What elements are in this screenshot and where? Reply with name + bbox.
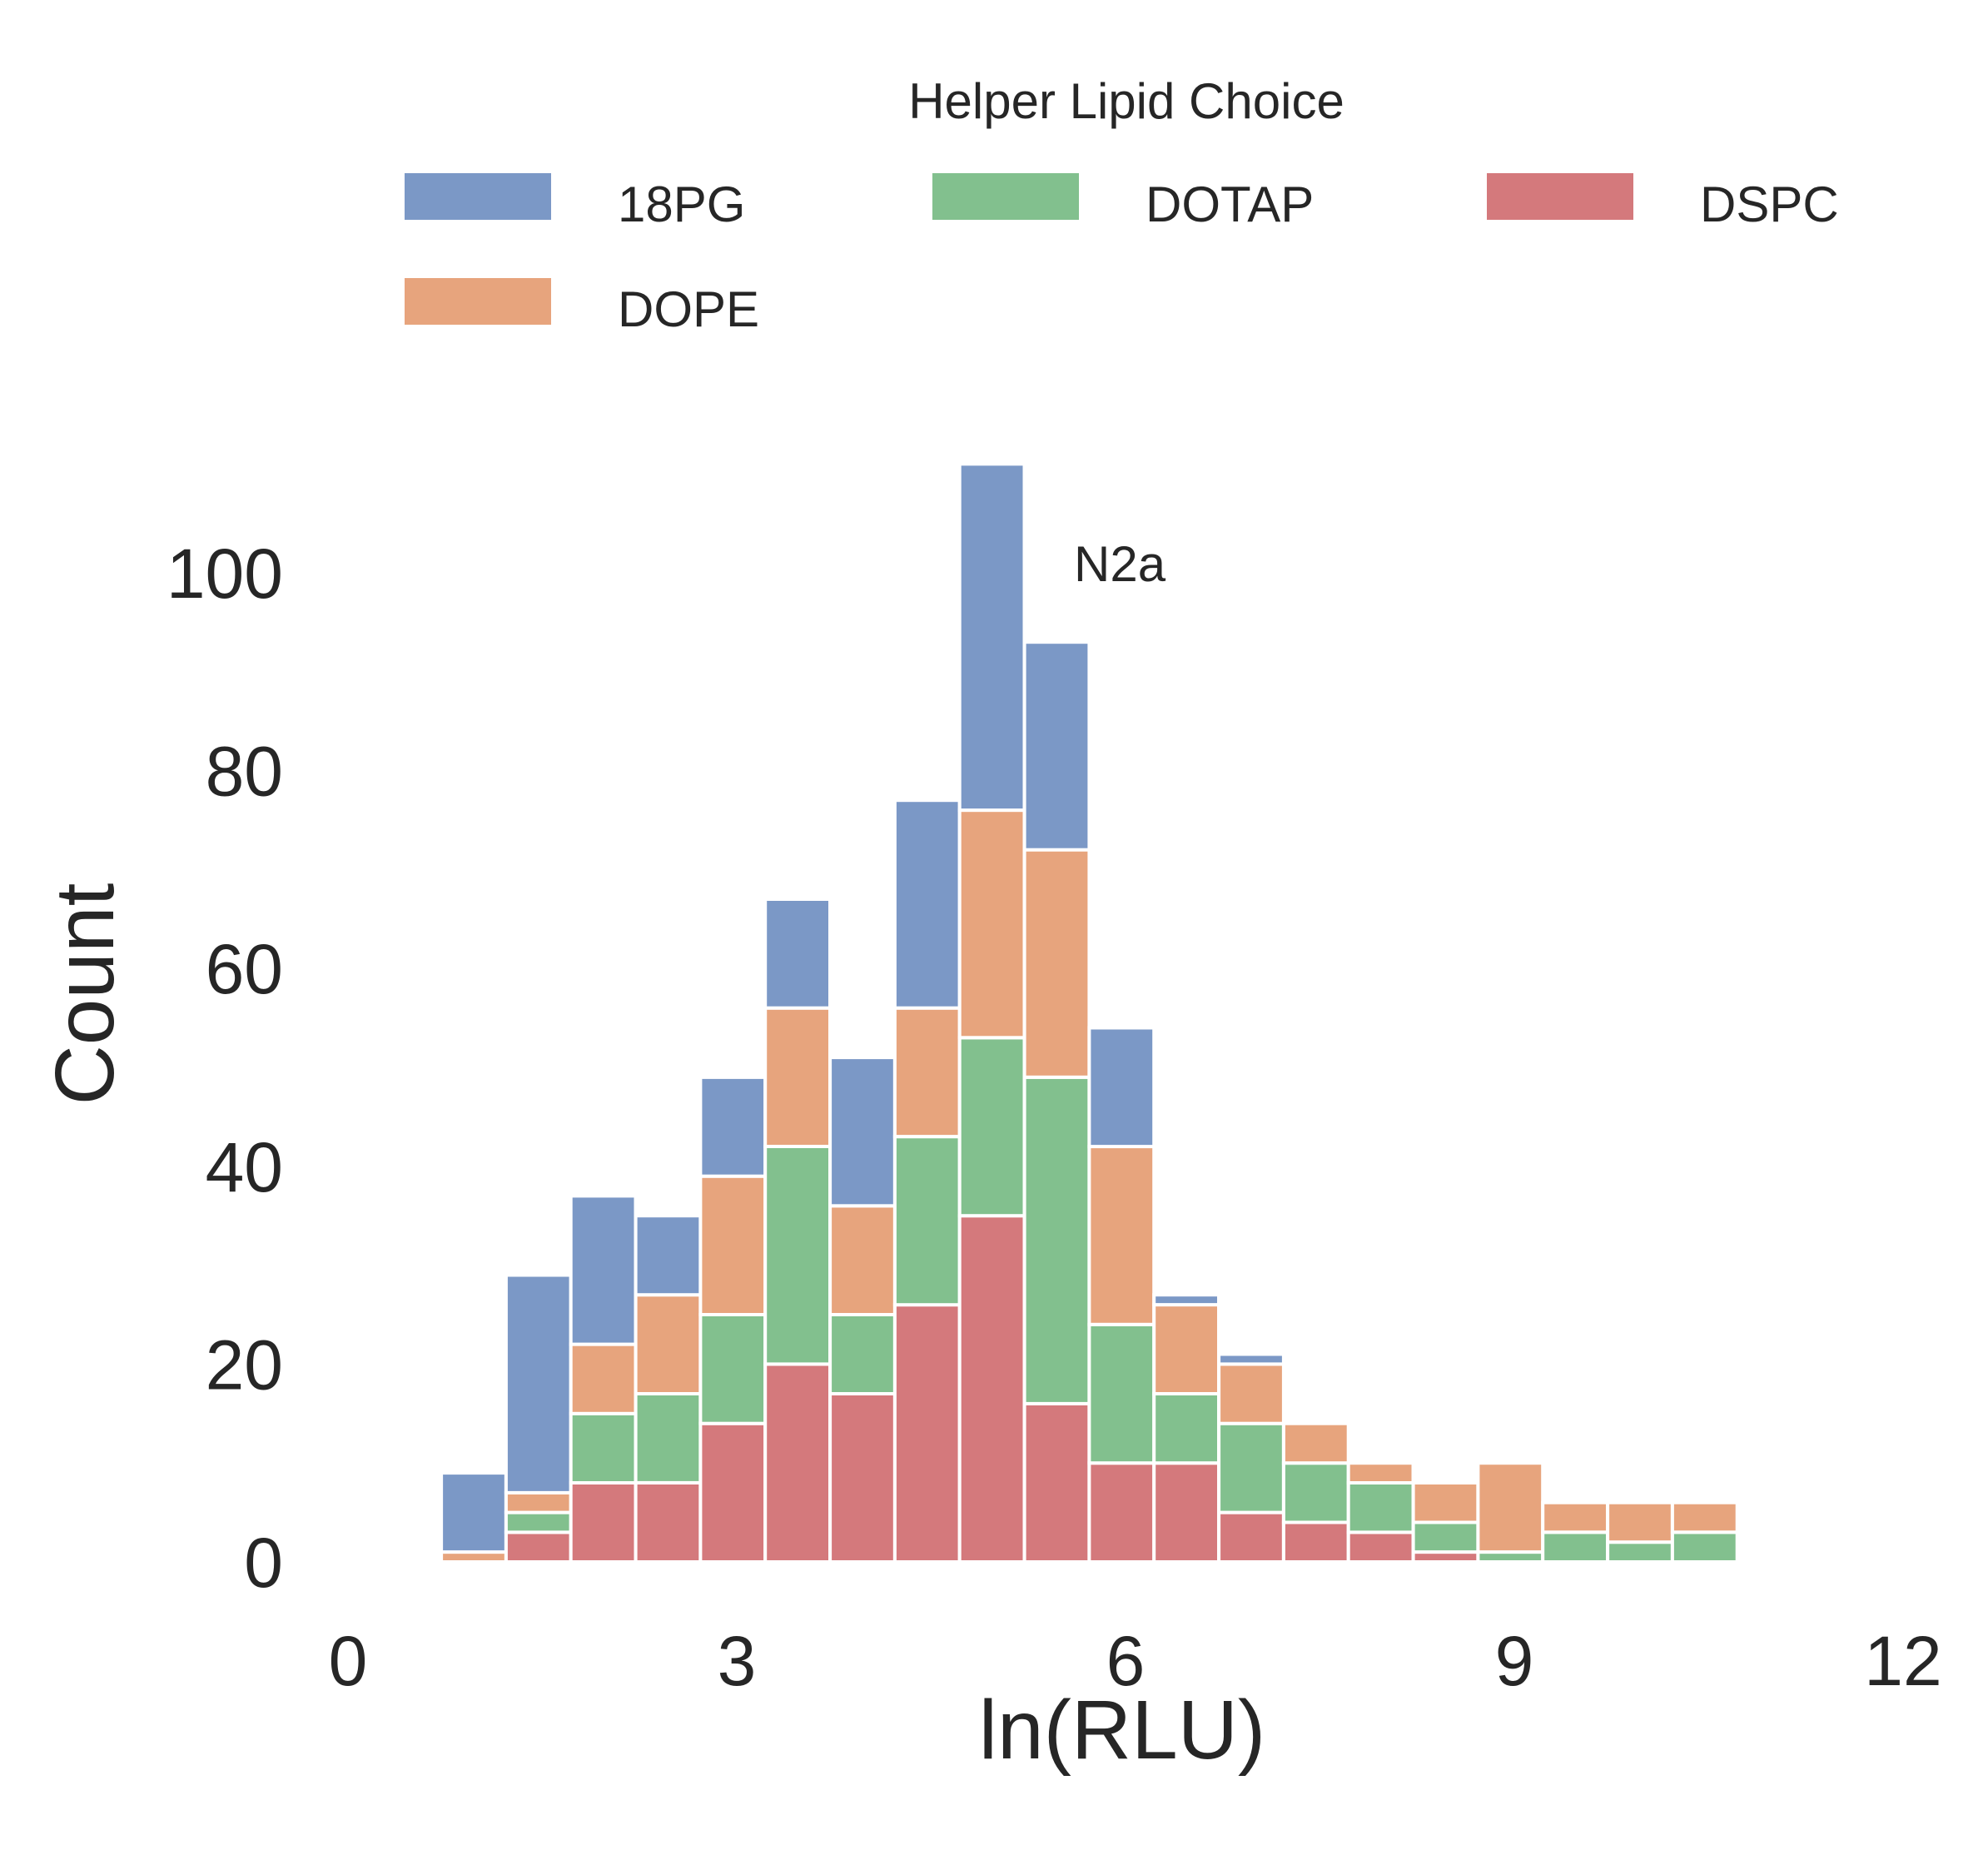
legend-swatch-dspc: [1487, 173, 1633, 220]
legend-swatch-dotap: [932, 173, 1079, 220]
panel-annotation: N2a: [1074, 536, 1166, 592]
bar-dotap-bin-8: [957, 1036, 1026, 1218]
legend-swatch-dope: [405, 278, 551, 325]
legend-label-dspc: DSPC: [1700, 177, 1839, 232]
bar-dspc-bin-8: [957, 1214, 1026, 1564]
bar-18pg-bin-0: [440, 1471, 508, 1554]
bar-dspc-bin-13: [1281, 1520, 1350, 1564]
bar-dope-bin-6: [828, 1204, 897, 1317]
bar-dope-bin-2: [569, 1342, 638, 1415]
bar-18pg-bin-5: [763, 898, 832, 1010]
bar-18pg-bin-2: [569, 1194, 638, 1346]
bar-dope-bin-11: [1152, 1303, 1220, 1395]
y-tick-label: 60: [206, 930, 283, 1008]
bar-dope-bin-13: [1281, 1421, 1350, 1465]
bar-dotap-bin-11: [1152, 1392, 1220, 1465]
bar-dope-bin-3: [634, 1293, 703, 1395]
bar-dope-bin-17: [1541, 1500, 1609, 1534]
bar-dspc-bin-3: [634, 1481, 703, 1564]
bar-dspc-bin-6: [828, 1392, 897, 1564]
bar-dspc-bin-12: [1217, 1510, 1285, 1564]
bar-dspc-bin-1: [504, 1530, 573, 1564]
bar-18pg-bin-8: [957, 462, 1026, 813]
bar-18pg-bin-1: [504, 1273, 573, 1494]
bar-dotap-bin-14: [1346, 1481, 1415, 1534]
bar-18pg-bin-6: [828, 1056, 897, 1208]
bar-dotap-bin-5: [763, 1145, 832, 1366]
bar-dspc-bin-9: [1022, 1401, 1091, 1564]
bar-dotap-bin-17: [1541, 1530, 1609, 1564]
y-tick-label: 100: [166, 535, 283, 613]
y-axis-label: Count: [38, 883, 132, 1105]
legend-swatch-18pg: [405, 173, 551, 220]
x-tick-label: 9: [1495, 1622, 1534, 1700]
bar-dope-bin-10: [1087, 1145, 1156, 1326]
legend-title: Helper Lipid Choice: [908, 73, 1344, 129]
bar-dotap-bin-4: [698, 1313, 768, 1425]
bar-dspc-bin-10: [1087, 1461, 1156, 1564]
legend-label-18pg: 18PG: [618, 177, 745, 232]
bar-dspc-bin-7: [892, 1303, 962, 1564]
bar-dope-bin-18: [1606, 1500, 1674, 1544]
bar-dotap-bin-18: [1606, 1540, 1674, 1564]
bar-dotap-bin-1: [504, 1510, 573, 1534]
bar-dotap-bin-3: [634, 1392, 703, 1484]
bar-dotap-bin-7: [892, 1135, 962, 1307]
bar-dotap-bin-10: [1087, 1322, 1156, 1465]
bar-dotap-bin-12: [1217, 1421, 1285, 1514]
bar-18pg-bin-4: [698, 1075, 768, 1178]
bar-dope-bin-15: [1411, 1481, 1480, 1524]
bar-dspc-bin-14: [1346, 1530, 1415, 1564]
bar-dope-bin-16: [1476, 1461, 1545, 1554]
legend-label-dotap: DOTAP: [1146, 177, 1314, 232]
bar-dope-bin-8: [957, 808, 1026, 1040]
bar-dotap-bin-2: [569, 1411, 638, 1485]
bar-dotap-bin-9: [1022, 1075, 1091, 1405]
bar-dotap-bin-15: [1411, 1520, 1480, 1554]
y-tick-label: 80: [206, 733, 283, 811]
bar-dotap-bin-6: [828, 1313, 897, 1395]
bar-dope-bin-9: [1022, 848, 1091, 1079]
bar-18pg-bin-12: [1217, 1352, 1285, 1366]
legend-label-dope: DOPE: [618, 281, 759, 337]
bar-18pg-bin-9: [1022, 640, 1091, 852]
y-tick-label: 0: [244, 1524, 283, 1602]
legend: Helper Lipid Choice 18PG DOTAP DSPC DOPE: [405, 73, 1839, 337]
y-tick-label: 20: [206, 1325, 283, 1404]
bar-18pg-bin-3: [634, 1214, 703, 1297]
x-tick-label: 6: [1106, 1622, 1146, 1700]
bar-18pg-bin-10: [1087, 1026, 1156, 1149]
x-axis-ticks: 0 3 6 9 12: [329, 1622, 1942, 1700]
histogram-bars: [440, 462, 1739, 1564]
bar-dotap-bin-19: [1670, 1530, 1739, 1564]
y-axis-ticks: 0 20 40 60 80 100: [166, 535, 283, 1602]
x-tick-label: 12: [1864, 1622, 1941, 1700]
x-tick-label: 0: [329, 1622, 368, 1700]
bar-18pg-bin-11: [1152, 1293, 1220, 1307]
bar-dope-bin-4: [698, 1174, 768, 1316]
bar-dope-bin-5: [763, 1006, 832, 1148]
bar-dope-bin-19: [1670, 1500, 1739, 1534]
bar-dspc-bin-11: [1152, 1461, 1220, 1564]
bar-dspc-bin-5: [763, 1362, 832, 1564]
y-tick-label: 40: [206, 1128, 283, 1206]
bar-dope-bin-12: [1217, 1362, 1285, 1425]
bar-dope-bin-1: [504, 1490, 573, 1514]
bar-dope-bin-7: [892, 1006, 962, 1139]
x-axis-label: ln(RLU): [979, 1683, 1265, 1777]
bar-dspc-bin-4: [698, 1421, 768, 1564]
bar-18pg-bin-7: [892, 798, 962, 1010]
bar-dope-bin-14: [1346, 1461, 1415, 1484]
x-tick-label: 3: [718, 1622, 757, 1700]
bar-dotap-bin-13: [1281, 1461, 1350, 1524]
bar-dspc-bin-2: [569, 1481, 638, 1564]
